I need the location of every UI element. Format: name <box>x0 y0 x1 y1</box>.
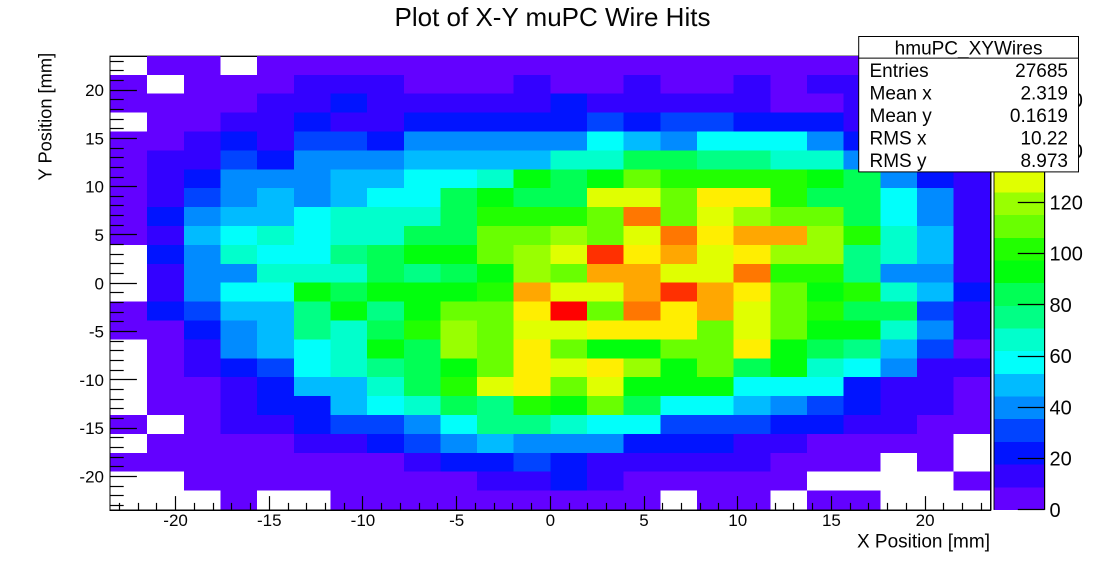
svg-text:-15: -15 <box>257 511 282 530</box>
svg-text:40: 40 <box>1050 397 1072 419</box>
svg-text:Plot of X-Y muPC Wire Hits: Plot of X-Y muPC Wire Hits <box>395 2 711 32</box>
svg-text:5: 5 <box>639 511 648 530</box>
svg-text:10: 10 <box>85 178 104 197</box>
svg-text:-10: -10 <box>79 371 104 390</box>
svg-text:20: 20 <box>1050 449 1072 471</box>
svg-text:-20: -20 <box>79 467 104 486</box>
svg-text:-20: -20 <box>163 511 188 530</box>
svg-text:10.22: 10.22 <box>1020 128 1068 149</box>
svg-text:-5: -5 <box>449 511 464 530</box>
svg-text:Entries: Entries <box>870 61 929 82</box>
svg-text:-10: -10 <box>351 511 376 530</box>
svg-text:60: 60 <box>1050 346 1072 368</box>
svg-text:5: 5 <box>95 226 104 245</box>
svg-text:RMS y: RMS y <box>870 151 928 172</box>
svg-text:0: 0 <box>1050 500 1061 522</box>
svg-text:0: 0 <box>546 511 555 530</box>
svg-text:0: 0 <box>95 274 104 293</box>
svg-text:15: 15 <box>85 129 104 148</box>
svg-text:-5: -5 <box>89 323 104 342</box>
svg-text:15: 15 <box>822 511 841 530</box>
svg-text:100: 100 <box>1050 244 1083 266</box>
svg-text:10: 10 <box>728 511 747 530</box>
svg-text:120: 120 <box>1050 192 1083 214</box>
svg-text:20: 20 <box>916 511 935 530</box>
svg-text:Y Position [mm]: Y Position [mm] <box>35 53 56 181</box>
svg-text:-15: -15 <box>79 419 104 438</box>
svg-text:20: 20 <box>85 81 104 100</box>
svg-text:Mean x: Mean x <box>870 83 933 104</box>
svg-text:Mean y: Mean y <box>870 106 933 127</box>
svg-text:0.1619: 0.1619 <box>1010 106 1068 127</box>
svg-text:27685: 27685 <box>1015 61 1068 82</box>
svg-text:2.319: 2.319 <box>1020 83 1068 104</box>
svg-text:8.973: 8.973 <box>1020 151 1068 172</box>
svg-text:hmuPC_XYWires: hmuPC_XYWires <box>895 39 1043 60</box>
svg-text:RMS x: RMS x <box>870 128 928 149</box>
svg-text:80: 80 <box>1050 295 1072 317</box>
svg-text:X Position [mm]: X Position [mm] <box>857 532 990 553</box>
